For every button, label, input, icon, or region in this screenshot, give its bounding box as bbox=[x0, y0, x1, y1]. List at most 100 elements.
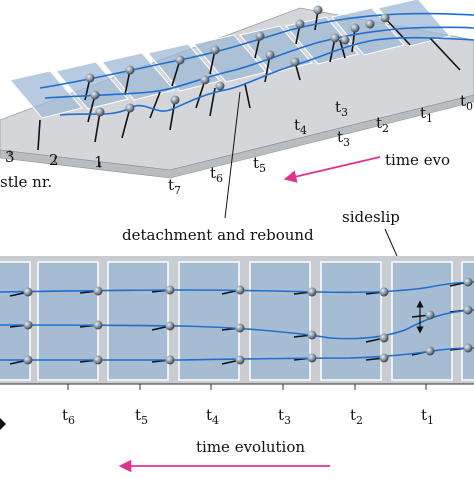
bottom-ball bbox=[379, 287, 389, 297]
bottom-ball bbox=[23, 287, 33, 297]
top-ball bbox=[125, 103, 135, 113]
bottom-ball bbox=[307, 353, 317, 363]
top-ball bbox=[340, 35, 350, 45]
top-ball bbox=[210, 45, 220, 55]
top-ball bbox=[380, 13, 390, 23]
bottom-ball bbox=[307, 330, 317, 340]
bottom-ball bbox=[93, 355, 103, 365]
bottom-time-axis-label: time evolution bbox=[196, 438, 305, 456]
top-pole bbox=[87, 94, 96, 123]
bottom-ball bbox=[23, 320, 33, 330]
top-ball bbox=[90, 90, 100, 100]
bottom-curve-3 bbox=[0, 347, 474, 361]
top-ball bbox=[330, 33, 340, 43]
bottom-ball bbox=[165, 355, 175, 365]
top-time-slice bbox=[9, 70, 83, 119]
top-ball bbox=[295, 19, 305, 29]
bottom-time-label-t5: t5 bbox=[135, 406, 148, 427]
bottom-ball bbox=[235, 323, 245, 333]
particle-axis-label: stle nr. bbox=[0, 173, 52, 191]
sideslip-label: sideslip bbox=[342, 208, 400, 226]
top-ball bbox=[350, 23, 360, 33]
top-pole bbox=[94, 111, 101, 143]
top-panel: 3 2 1 stle nr. t0 t1 t2 t3 t3 t4 t5 t6 t… bbox=[0, 0, 474, 197]
bottom-ball bbox=[23, 355, 33, 365]
bottom-ball bbox=[93, 320, 103, 330]
top-base-edge bbox=[0, 94, 474, 179]
bottom-time-slice bbox=[37, 261, 99, 381]
bottom-ball bbox=[463, 343, 473, 353]
bottom-ball bbox=[463, 277, 473, 287]
bottom-time-label-t2: t2 bbox=[350, 406, 363, 427]
top-pole bbox=[121, 107, 131, 139]
top-time-label-t3b: t3 bbox=[337, 128, 350, 149]
top-pole bbox=[169, 99, 176, 131]
top-time-label-t3a: t3 bbox=[335, 98, 348, 119]
top-ball bbox=[95, 107, 105, 117]
top-base-plane bbox=[0, 7, 474, 171]
top-time-label-t6: t6 bbox=[210, 164, 223, 185]
bottom-ball bbox=[307, 287, 317, 297]
bottom-ball bbox=[165, 285, 175, 295]
top-time-label-t5: t5 bbox=[253, 154, 266, 175]
bottom-time-label-t1: t1 bbox=[421, 406, 434, 427]
top-pole bbox=[149, 91, 161, 119]
top-ball bbox=[265, 50, 275, 60]
top-ball bbox=[175, 55, 185, 65]
top-ball bbox=[365, 19, 375, 29]
bottom-ball bbox=[165, 321, 175, 331]
particle-tick-2: 2 bbox=[49, 151, 59, 169]
bottom-ball bbox=[93, 286, 103, 296]
particle-tick-1: 1 bbox=[94, 153, 104, 171]
top-balls bbox=[85, 5, 390, 117]
top-ball bbox=[255, 31, 265, 41]
top-time-arrow bbox=[283, 156, 381, 183]
top-pole bbox=[244, 83, 251, 109]
top-ball bbox=[290, 57, 300, 67]
top-ball bbox=[85, 73, 95, 83]
bottom-time-label-t3: t3 bbox=[278, 406, 291, 427]
bottom-ball bbox=[425, 310, 435, 320]
top-time-slice bbox=[101, 52, 175, 101]
particle-tick-3: 3 bbox=[5, 148, 15, 166]
top-time-label-t4: t4 bbox=[294, 116, 307, 137]
bottom-ball bbox=[235, 355, 245, 365]
particle-axis: 3 2 1 stle nr. bbox=[0, 148, 104, 191]
top-ball bbox=[215, 81, 225, 91]
top-ball bbox=[200, 75, 210, 85]
top-pole bbox=[384, 17, 411, 46]
bottom-time-slice bbox=[249, 261, 311, 381]
bottom-ball bbox=[425, 346, 435, 356]
detachment-annotation: detachment and rebound bbox=[122, 91, 314, 244]
bottom-axis-left-tip bbox=[0, 418, 6, 430]
bottom-time-slice bbox=[391, 261, 453, 381]
top-pole bbox=[37, 119, 41, 151]
bottom-time-label-t4: t4 bbox=[206, 406, 219, 427]
bottom-time-label-t6: t6 bbox=[62, 406, 75, 427]
bottom-time-slice bbox=[107, 261, 169, 381]
bottom-time-slice bbox=[320, 261, 382, 381]
bottom-ball bbox=[463, 305, 473, 315]
top-time-label-t1: t1 bbox=[420, 104, 433, 125]
bottom-panel: t6 t5 t4 t3 t2 t1 time evolution bbox=[0, 256, 474, 473]
top-pole bbox=[429, 37, 461, 71]
bottom-ball bbox=[379, 333, 389, 343]
top-time-axis-label: time evo bbox=[385, 151, 450, 169]
top-time-label-t0: t0 bbox=[460, 92, 473, 113]
bottom-ball bbox=[379, 353, 389, 363]
top-time-label-t2: t2 bbox=[376, 114, 389, 135]
top-ball bbox=[125, 65, 135, 75]
top-pole bbox=[195, 79, 206, 109]
top-pole bbox=[171, 59, 181, 87]
top-time-slice bbox=[285, 16, 359, 65]
bottom-time-ticks bbox=[67, 384, 427, 390]
top-ball bbox=[313, 5, 323, 15]
top-ball bbox=[170, 95, 180, 105]
top-time-label-t7: t7 bbox=[168, 176, 181, 197]
bottom-balls bbox=[23, 277, 473, 365]
detachment-label: detachment and rebound bbox=[122, 226, 314, 244]
top-time-axis: t0 t1 t2 t3 t3 t4 t5 t6 t7 time evo bbox=[168, 92, 473, 197]
bottom-ball bbox=[235, 285, 245, 295]
